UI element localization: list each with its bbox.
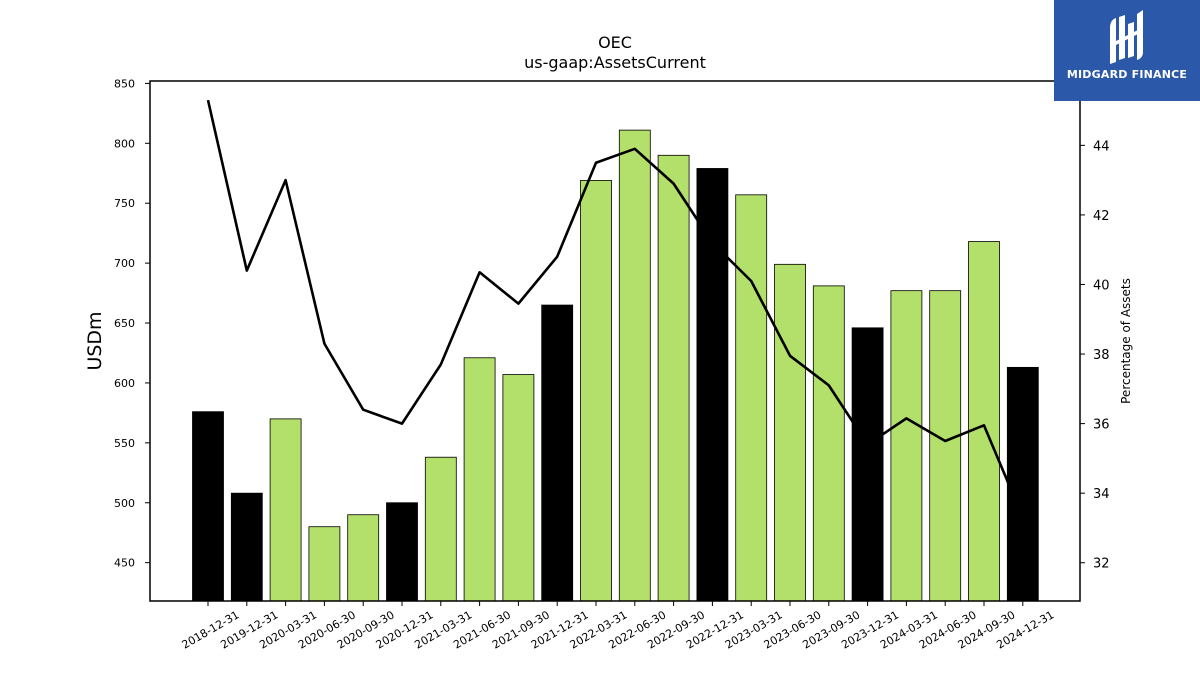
bar-2021-09-30 bbox=[502, 374, 535, 602]
brand-logo: MIDGARD FINANCE bbox=[1054, 0, 1200, 101]
bar-2024-12-31 bbox=[1006, 366, 1039, 602]
right-tick-label: 40 bbox=[1093, 278, 1110, 293]
bar-series bbox=[192, 129, 1039, 602]
bar-2021-03-31 bbox=[424, 456, 457, 602]
chart-subtitle: us-gaap:AssetsCurrent bbox=[524, 53, 706, 72]
x-axis-ticks: 2018-12-312019-12-312020-03-312020-06-30… bbox=[180, 601, 1056, 652]
bar-2024-09-30 bbox=[968, 241, 1000, 602]
bar-2021-12-31 bbox=[541, 304, 574, 602]
right-tick-label: 44 bbox=[1093, 139, 1110, 154]
bar-2023-06-30 bbox=[774, 263, 806, 602]
left-tick-label: 550 bbox=[114, 437, 135, 450]
right-tick-label: 34 bbox=[1093, 487, 1110, 502]
bar-2023-12-31 bbox=[851, 327, 884, 602]
left-tick-label: 650 bbox=[114, 317, 135, 330]
right-tick-label: 38 bbox=[1093, 348, 1110, 363]
y2-axis-label: Percentage of Assets bbox=[1119, 278, 1133, 404]
left-tick-label: 800 bbox=[114, 137, 135, 150]
bar-2022-12-31 bbox=[696, 168, 729, 602]
bar-2022-06-30 bbox=[618, 129, 651, 602]
bar-2020-09-30 bbox=[347, 514, 380, 602]
left-tick-label: 750 bbox=[114, 197, 135, 210]
chart-title: OEC bbox=[598, 33, 632, 52]
logo-mark-icon bbox=[1110, 10, 1143, 64]
bar-2023-03-31 bbox=[735, 194, 768, 602]
bar-2023-09-30 bbox=[812, 285, 845, 602]
bar-2020-12-31 bbox=[386, 502, 418, 602]
y-axis-label: USDm bbox=[84, 311, 106, 370]
right-tick-label: 42 bbox=[1093, 209, 1110, 224]
right-tick-label: 32 bbox=[1093, 557, 1110, 572]
left-tick-label: 450 bbox=[114, 557, 135, 570]
right-tick-label: 36 bbox=[1093, 418, 1110, 433]
bar-2018-12-31 bbox=[192, 411, 224, 602]
bar-2019-12-31 bbox=[230, 492, 263, 602]
left-tick-label: 850 bbox=[114, 77, 135, 90]
left-tick-label: 500 bbox=[114, 497, 135, 510]
bar-2021-06-30 bbox=[463, 357, 496, 602]
bar-2024-06-30 bbox=[929, 290, 962, 602]
bar-2022-09-30 bbox=[657, 154, 690, 602]
logo-text: MIDGARD FINANCE bbox=[1066, 68, 1188, 81]
bar-2022-03-31 bbox=[580, 180, 612, 602]
right-axis-ticks: 32 34 36 38 40 42 44 bbox=[1080, 139, 1110, 572]
line-series bbox=[206, 99, 1024, 519]
plot-frame bbox=[149, 80, 1081, 602]
bar-2020-06-30 bbox=[308, 526, 341, 602]
percentage-line bbox=[206, 99, 1024, 519]
bar-2020-03-31 bbox=[269, 418, 302, 602]
left-tick-label: 600 bbox=[114, 377, 135, 390]
left-tick-label: 700 bbox=[114, 257, 135, 270]
bar-2024-03-31 bbox=[890, 290, 923, 602]
left-axis-ticks: 450 500 550 600 650 700 750 800 850 bbox=[114, 77, 150, 570]
